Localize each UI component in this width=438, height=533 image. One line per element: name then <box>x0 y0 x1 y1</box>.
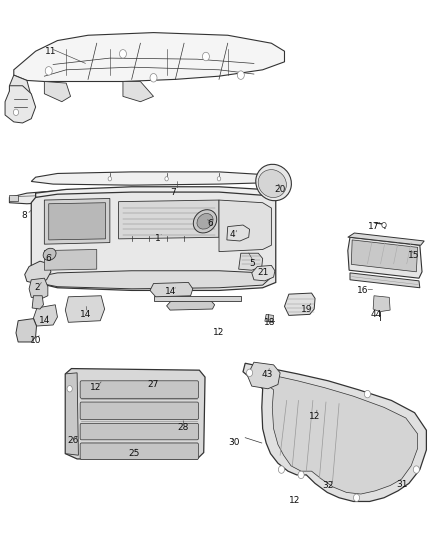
Polygon shape <box>65 373 78 455</box>
Circle shape <box>382 222 386 228</box>
Polygon shape <box>247 362 280 389</box>
Polygon shape <box>150 282 193 297</box>
Ellipse shape <box>43 248 56 260</box>
Polygon shape <box>31 172 285 185</box>
Text: 16: 16 <box>357 286 369 295</box>
Circle shape <box>353 494 360 502</box>
Circle shape <box>150 74 157 82</box>
Polygon shape <box>25 261 51 284</box>
Polygon shape <box>44 249 97 270</box>
Polygon shape <box>10 195 18 200</box>
FancyBboxPatch shape <box>80 423 198 440</box>
Text: 2: 2 <box>34 283 40 292</box>
Circle shape <box>217 176 221 181</box>
Circle shape <box>67 385 72 392</box>
Polygon shape <box>29 278 48 298</box>
Polygon shape <box>33 305 57 326</box>
Text: 19: 19 <box>300 304 312 313</box>
Text: 10: 10 <box>30 336 41 345</box>
Polygon shape <box>14 33 285 82</box>
Polygon shape <box>265 314 274 322</box>
Text: 17: 17 <box>368 222 380 231</box>
Text: 30: 30 <box>229 439 240 448</box>
Polygon shape <box>373 296 390 312</box>
Text: 14: 14 <box>165 287 177 296</box>
Text: 4: 4 <box>229 230 235 239</box>
Circle shape <box>45 67 52 75</box>
Polygon shape <box>31 192 276 290</box>
Text: 12: 12 <box>309 412 321 421</box>
Text: 6: 6 <box>46 254 52 263</box>
Polygon shape <box>16 319 36 342</box>
Circle shape <box>364 390 371 398</box>
Polygon shape <box>49 203 106 240</box>
Text: 12: 12 <box>213 328 225 337</box>
Circle shape <box>108 176 112 181</box>
Text: 26: 26 <box>67 437 78 446</box>
FancyBboxPatch shape <box>80 443 198 459</box>
Text: 14: 14 <box>39 316 50 325</box>
Polygon shape <box>153 296 241 301</box>
Text: 44: 44 <box>371 310 382 319</box>
Text: 20: 20 <box>275 185 286 194</box>
Polygon shape <box>219 200 272 252</box>
Text: 8: 8 <box>22 212 28 221</box>
Text: 25: 25 <box>128 449 140 458</box>
Polygon shape <box>123 82 153 102</box>
Polygon shape <box>44 198 110 244</box>
Text: 18: 18 <box>264 318 275 327</box>
Text: 28: 28 <box>177 423 189 432</box>
Ellipse shape <box>193 209 217 233</box>
Polygon shape <box>251 370 418 494</box>
FancyBboxPatch shape <box>80 381 198 398</box>
Circle shape <box>120 50 127 58</box>
Polygon shape <box>252 265 275 281</box>
Polygon shape <box>35 271 272 289</box>
Polygon shape <box>35 187 276 201</box>
Polygon shape <box>239 253 263 270</box>
Text: 1: 1 <box>155 235 161 244</box>
Polygon shape <box>44 82 71 102</box>
Text: 14: 14 <box>80 310 92 319</box>
Polygon shape <box>65 368 205 459</box>
Polygon shape <box>227 225 250 241</box>
Circle shape <box>298 471 304 479</box>
Text: 5: 5 <box>249 260 254 268</box>
Text: 12: 12 <box>289 496 300 505</box>
Text: 7: 7 <box>170 188 176 197</box>
Ellipse shape <box>258 169 286 198</box>
Circle shape <box>237 71 244 79</box>
Polygon shape <box>350 273 420 288</box>
Ellipse shape <box>197 214 213 229</box>
Polygon shape <box>5 86 35 123</box>
Polygon shape <box>166 300 215 310</box>
Text: 11: 11 <box>45 47 57 55</box>
Circle shape <box>413 466 420 473</box>
Polygon shape <box>351 240 418 272</box>
Polygon shape <box>10 75 31 118</box>
Circle shape <box>13 109 18 116</box>
Circle shape <box>247 369 253 376</box>
Text: 15: 15 <box>407 252 419 260</box>
Text: 12: 12 <box>90 383 102 392</box>
Polygon shape <box>348 233 424 245</box>
Circle shape <box>279 466 285 473</box>
Circle shape <box>165 176 168 181</box>
Ellipse shape <box>256 164 291 201</box>
Circle shape <box>202 52 209 61</box>
Polygon shape <box>119 200 219 239</box>
Polygon shape <box>285 293 315 316</box>
Text: 27: 27 <box>147 380 158 389</box>
Text: 32: 32 <box>322 481 334 490</box>
Text: 21: 21 <box>257 269 268 277</box>
Polygon shape <box>243 364 426 502</box>
Polygon shape <box>32 296 43 309</box>
Polygon shape <box>10 190 88 204</box>
Polygon shape <box>65 296 105 322</box>
Text: 31: 31 <box>397 480 408 489</box>
Text: 6: 6 <box>207 220 213 229</box>
Polygon shape <box>348 237 422 278</box>
Text: 43: 43 <box>261 370 273 379</box>
FancyBboxPatch shape <box>80 402 198 419</box>
